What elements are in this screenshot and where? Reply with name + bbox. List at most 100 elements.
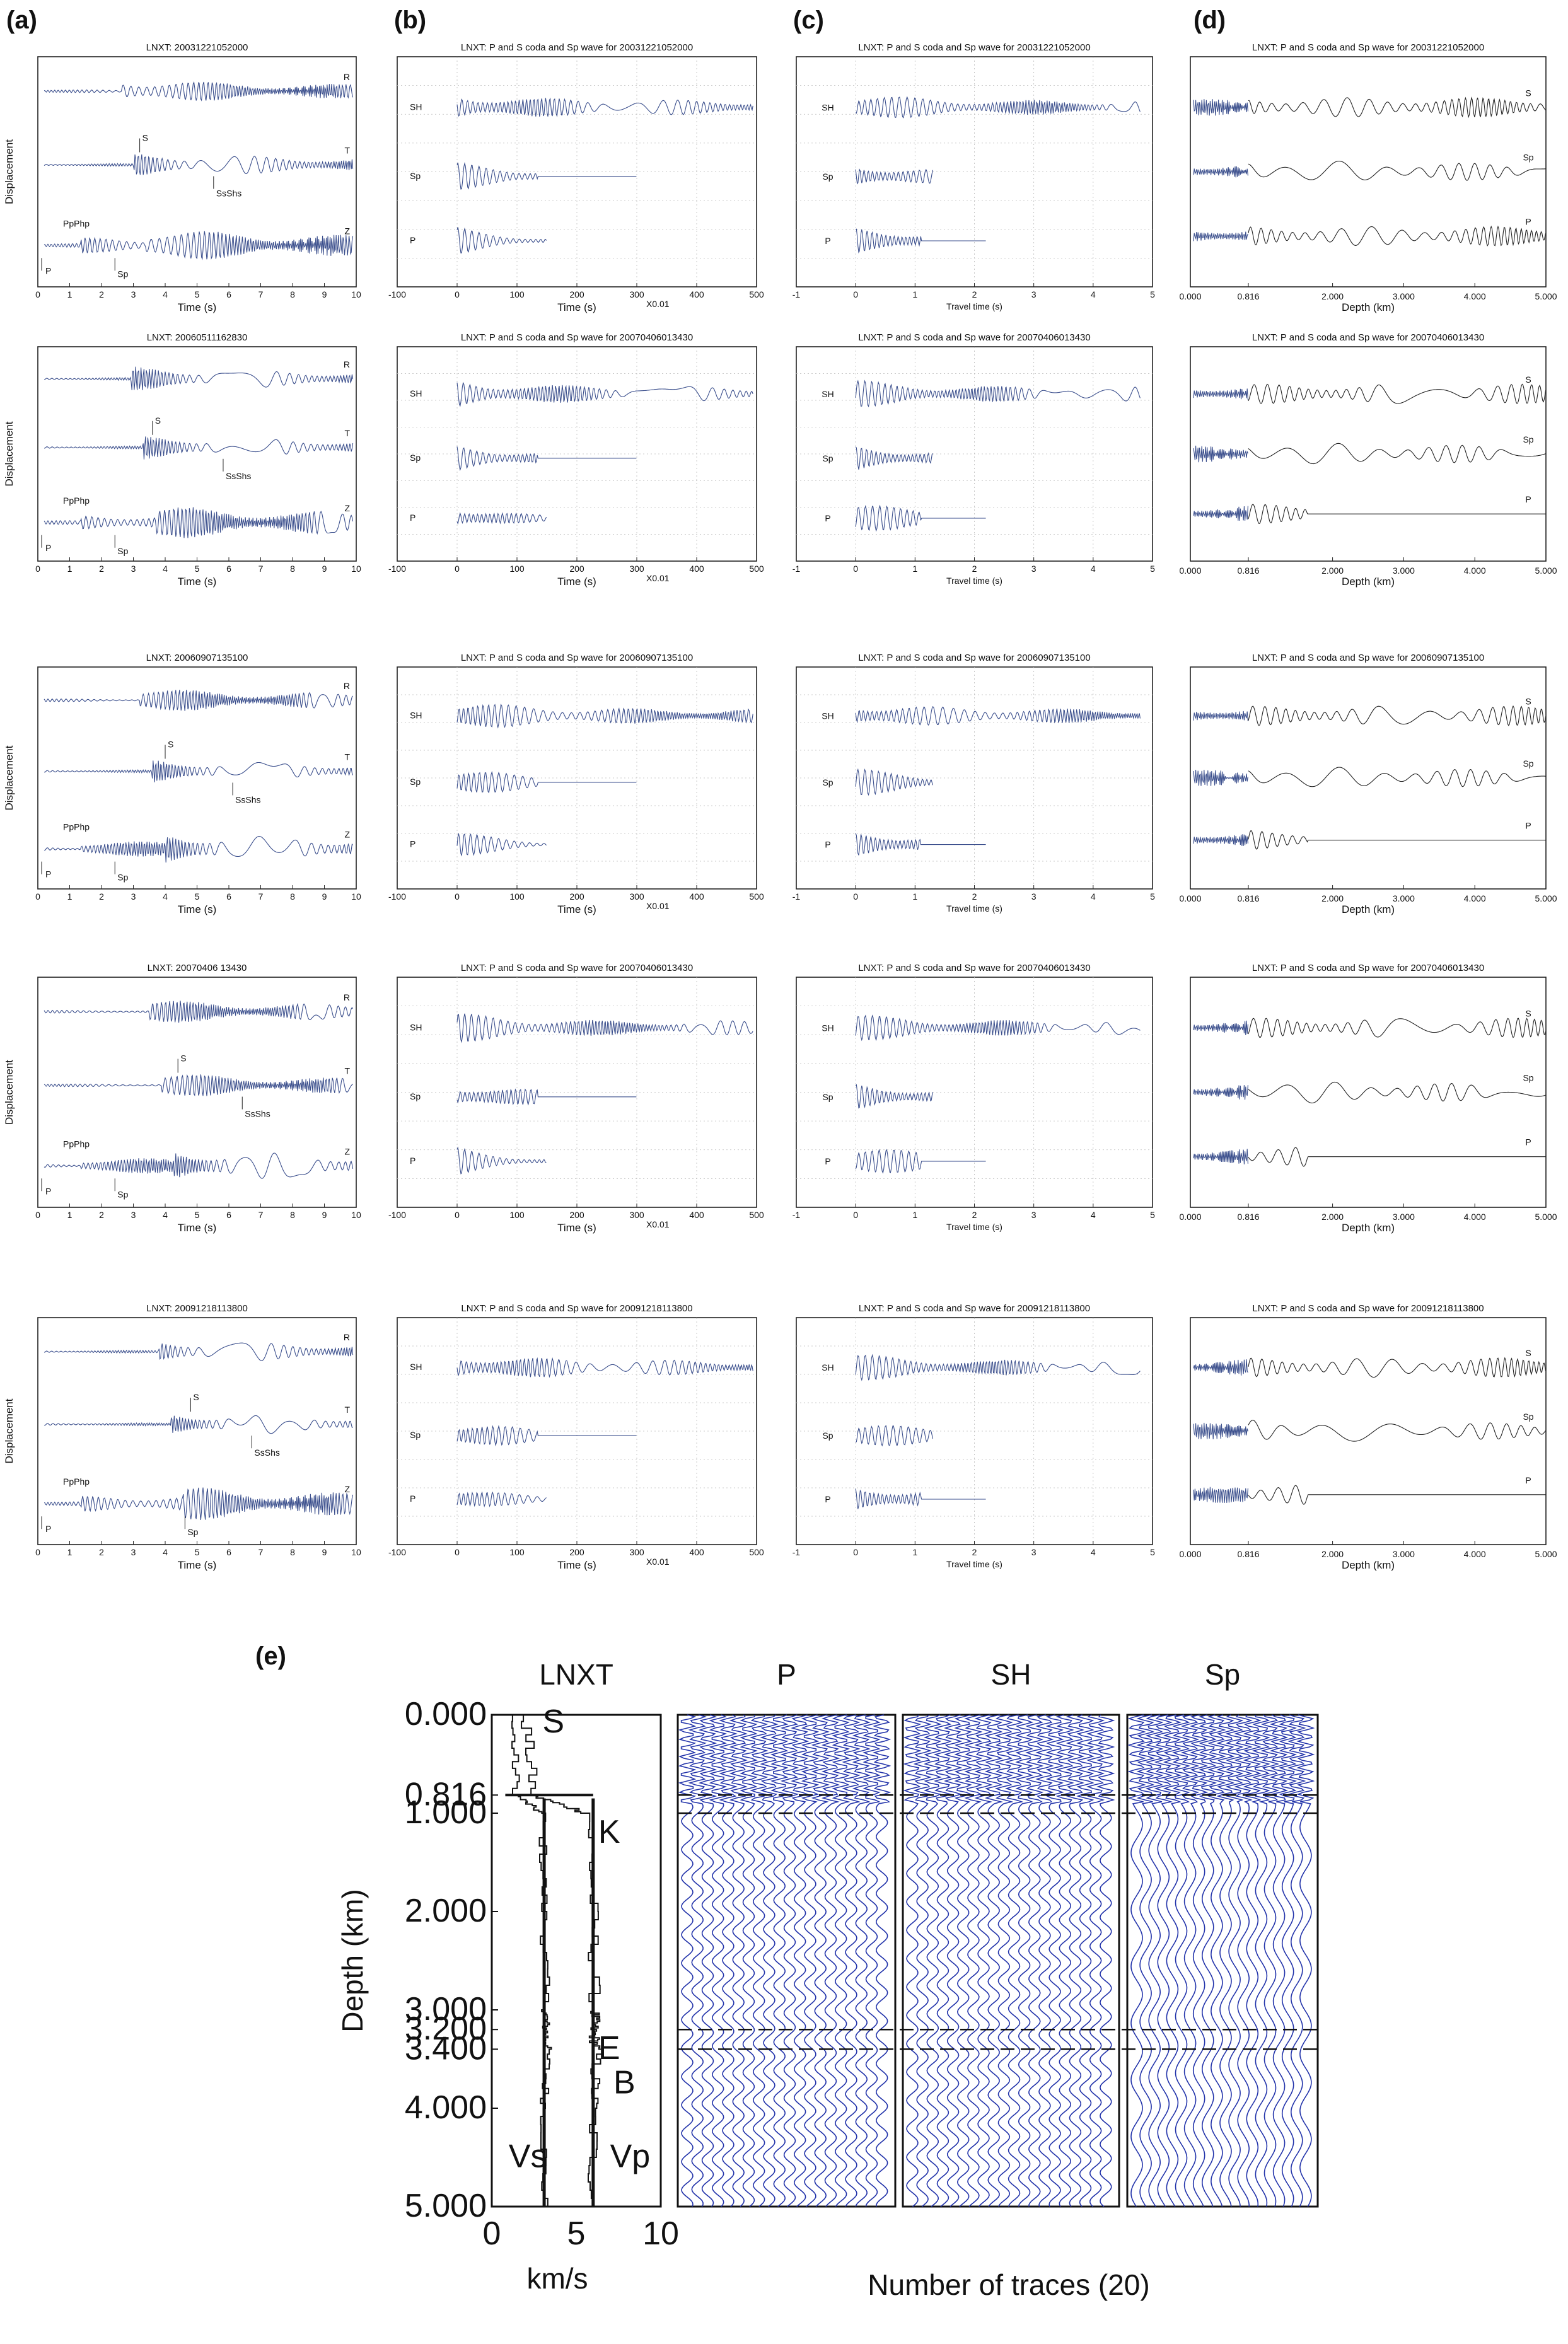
b-trace-SH (456, 1357, 753, 1378)
b-x-tick-label: 200 (569, 1210, 584, 1220)
d-trace-deep (1248, 96, 1547, 119)
b-title: LNXT: P and S coda and Sp wave for 20060… (461, 653, 693, 663)
b-trace-label: Sp (410, 777, 421, 787)
c-x-tick-label: 3 (1031, 1210, 1037, 1220)
b-trace-SH (456, 1013, 753, 1043)
e-trace (1076, 1714, 1095, 2207)
a-trace-label: R (344, 1332, 350, 1342)
b-x-tick-label: 400 (689, 891, 704, 902)
a-phase-PpPhp: PpPhp (63, 218, 90, 228)
a-x-tick-label: 3 (131, 1547, 136, 1557)
b-x-tick-label: 400 (689, 1210, 704, 1220)
a-phase-Sp: Sp (117, 873, 128, 883)
a-x-tick-label: 5 (195, 891, 200, 902)
c-x-tick-label: -1 (793, 891, 801, 902)
d-trace-deep (1248, 1485, 1546, 1505)
b-x-tick-label: 500 (749, 891, 764, 902)
b-xscale: X0.01 (646, 901, 670, 911)
b-trace-Sp (456, 1088, 637, 1106)
a-ylabel: Displacement (3, 1060, 15, 1125)
b-trace-label: SH (410, 102, 422, 112)
d-trace-label: S (1525, 1008, 1531, 1018)
c-trace-SH (855, 705, 1141, 726)
e-y-tick-label: 4.000 (405, 2089, 487, 2126)
d-x-tick-label: 0.816 (1238, 893, 1260, 903)
e-trace (750, 1714, 769, 2207)
c-x-tick-label: 1 (912, 1210, 917, 1220)
b-trace-SH (456, 97, 753, 118)
c-x-tick-label: 4 (1091, 891, 1096, 902)
e-trace (1225, 1714, 1244, 2207)
c-title: LNXT: P and S coda and Sp wave for 20070… (858, 332, 1090, 343)
a-trace-Z (44, 231, 354, 260)
b-x-tick-label: 300 (629, 1210, 644, 1220)
b-trace-label: P (410, 839, 415, 849)
a-trace-R (44, 81, 354, 102)
a-phase-P: P (45, 1524, 51, 1534)
b-x-tick-label: 500 (749, 1547, 764, 1557)
e-label-E: E (598, 2030, 620, 2067)
a-x-tick-label: 4 (163, 1210, 168, 1220)
c-x-tick-label: 5 (1150, 564, 1155, 574)
a-x-tick-label: 3 (131, 289, 136, 299)
b-xlabel: Time (s) (557, 1222, 596, 1234)
d-x-tick-label: 3.000 (1393, 1212, 1415, 1222)
b-x-tick-label: 200 (569, 564, 584, 574)
d-trace-shallow (1193, 506, 1248, 521)
e-trace (1096, 1714, 1115, 2207)
a-phase-Sp: Sp (117, 269, 128, 279)
b-x-tick-label: 100 (509, 564, 525, 574)
a-x-tick-label: 0 (35, 289, 40, 299)
a-x-tick-label: 6 (226, 289, 231, 299)
d-axes (1190, 346, 1547, 562)
a-x-tick-label: 7 (258, 564, 264, 574)
b-x-tick-label: 100 (509, 891, 525, 902)
d-x-tick-label: 5.000 (1535, 893, 1557, 903)
a-x-tick-label: 1 (67, 289, 73, 299)
b-title: LNXT: P and S coda and Sp wave for 20031… (461, 42, 693, 53)
a-phase-S: S (193, 1392, 199, 1402)
e-y-tick-label: 5.000 (405, 2188, 487, 2224)
d-trace-deep (1248, 443, 1546, 465)
b-xscale: X0.01 (646, 1219, 670, 1229)
d-x-tick-label: 3.000 (1393, 566, 1415, 576)
e-y-tick-label: 0.000 (405, 1696, 487, 1732)
a-ylabel: Displacement (3, 745, 15, 810)
d-trace-deep (1248, 383, 1547, 404)
e-trace (709, 1714, 727, 2207)
a-trace-T (44, 436, 354, 460)
d-trace-shallow (1193, 1359, 1248, 1376)
e-trace (760, 1714, 779, 2207)
c-trace-label: P (825, 1156, 830, 1166)
d-trace-label: P (1525, 1137, 1531, 1147)
c-trace-label: P (825, 1494, 830, 1504)
e-trace (1154, 1714, 1173, 2207)
b-trace-label: P (410, 1156, 415, 1166)
b-trace-P (456, 1146, 547, 1175)
d-trace-label: P (1525, 494, 1531, 504)
d-x-tick-label: 4.000 (1464, 1212, 1486, 1222)
e-trace (1199, 1714, 1217, 2207)
c-trace-label: P (825, 513, 830, 523)
e-col-title: P (777, 1658, 796, 1691)
e-y-tick-label: 3.200 (405, 2010, 487, 2047)
c-x-tick-label: 1 (912, 1547, 917, 1557)
b-x-tick-label: 500 (749, 289, 764, 299)
c-trace-label: Sp (822, 453, 833, 463)
a-trace-T (44, 1415, 353, 1434)
d-trace-shallow (1193, 1487, 1248, 1503)
a-trace-label: Z (344, 226, 350, 236)
b-trace-label: P (410, 1494, 415, 1504)
a-phase-SsShs: SsShs (226, 471, 251, 481)
a-trace-label: T (344, 1066, 350, 1076)
c-trace-label: Sp (822, 171, 833, 182)
a-x-tick-label: 0 (35, 891, 40, 902)
d-title: LNXT: P and S coda and Sp wave for 20070… (1252, 332, 1484, 343)
d-x-tick-label: 0.816 (1238, 566, 1260, 576)
a-phase-S: S (155, 415, 161, 426)
a-trace-R (44, 366, 354, 390)
a-trace-R (44, 1342, 354, 1361)
a-x-tick-label: 8 (290, 564, 295, 574)
c-x-tick-label: -1 (793, 289, 801, 299)
